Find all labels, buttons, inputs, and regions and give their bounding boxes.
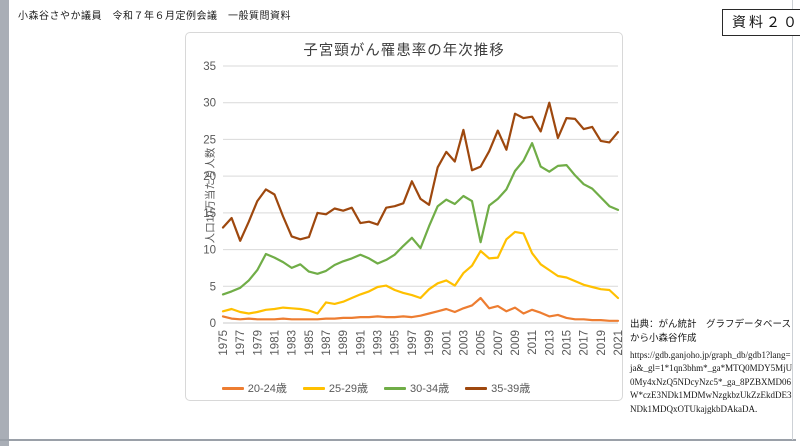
y-tick-label: 30 [203,98,216,110]
y-tick-label: 25 [203,134,216,146]
y-tick-label: 5 [210,281,216,293]
x-tick-label: 1975 [218,330,230,356]
x-tick-label: 2019 [596,330,608,356]
legend-item-20-24歳: 20-24歳 [221,380,287,396]
x-tick-label: 1995 [390,330,402,356]
document-number-badge: 資料２０ [722,9,800,36]
x-tick-label: 2009 [510,330,522,356]
x-tick-label: 2007 [493,330,505,356]
x-tick-label: 2017 [579,330,591,356]
x-tick-label: 1999 [424,330,436,356]
x-tick-label: 2021 [613,330,624,356]
document-header: 小森谷さやか議員 令和７年６月定例会議 一般質問資料 [18,11,291,22]
x-tick-label: 1979 [252,330,264,356]
x-tick-label: 1989 [338,330,350,356]
series-line-20-24歳 [221,296,620,322]
chart-title: 子宮頸がん罹患率の年次推移 [303,43,505,59]
x-tick-label: 1997 [407,330,419,356]
y-tick-label: 35 [203,61,216,73]
legend-swatch [384,386,406,390]
series-line-30-34歳 [221,141,620,296]
y-tick-label: 15 [203,208,216,220]
scan-edge-right [792,0,793,440]
source-note: 出典：がん統計 グラフデータベースから小森谷作成 https://gdb.gan… [630,318,793,416]
legend-swatch [302,386,325,390]
x-tick-label: 2013 [544,330,556,356]
source-attribution: 出典：がん統計 グラフデータベースから小森谷作成 [630,320,792,345]
x-tick-label: 1985 [304,330,316,356]
legend-swatch [465,386,488,390]
x-tick-label: 1981 [270,330,282,356]
x-tick-label: 1977 [235,330,247,356]
x-tick-label: 2011 [527,330,539,355]
x-tick-label: 1993 [373,330,385,356]
legend-label: 30-34歳 [410,383,450,395]
legend-item-25-29歳: 25-29歳 [302,380,368,396]
y-tick-label: 10 [203,245,216,257]
legend-item-35-39歳: 35-39歳 [465,380,530,396]
x-tick-label: 1983 [287,330,299,356]
scan-edge-bottom [0,439,796,441]
legend-item-30-34歳: 30-34歳 [384,380,449,396]
series-line-35-39歳 [221,101,620,242]
chart-container: 子宮頸がん罹患率の年次推移 人口10万当たり人数 0 5 10 15 20 25 30 35 1… [185,32,624,401]
source-url: https://gdb.ganjoho.jp/graph_db/gdb1?lan… [630,349,793,414]
legend-swatch [221,386,244,390]
legend-label: 20-24歳 [247,383,287,395]
y-tick-label: 20 [203,171,216,183]
x-tick-label: 1987 [321,330,333,356]
x-tick-label: 1991 [355,330,367,356]
chart-svg: 0 5 10 15 20 25 30 35 1975 1977 1979 1981 1983 1985 19… [203,61,624,356]
x-tick-label: 2003 [458,330,470,356]
chart-legend: 20-24歳 25-29歳 30-34歳 35-39歳 [186,380,566,396]
series-line-25-29歳 [221,230,620,315]
x-tick-label: 2015 [561,330,573,356]
legend-label: 25-29歳 [328,383,368,395]
x-tick-label: 2001 [441,330,453,356]
x-tick-label: 2005 [476,330,488,356]
y-tick-label: 0 [210,318,216,330]
scan-edge-left [0,0,9,446]
legend-label: 35-39歳 [491,383,531,395]
